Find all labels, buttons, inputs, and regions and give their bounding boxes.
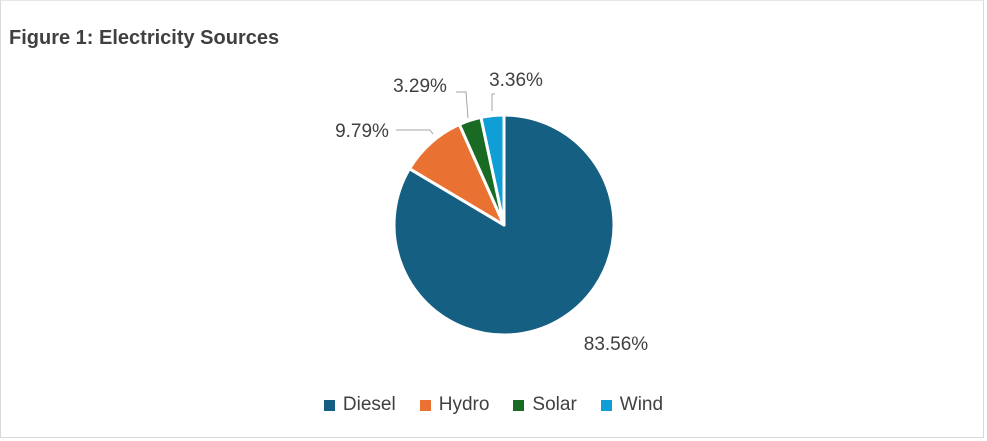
data-label-hydro: 9.79% — [335, 121, 389, 142]
legend-swatch-solar — [513, 399, 525, 411]
legend-label-hydro: Hydro — [438, 394, 490, 415]
legend-swatch-wind — [600, 399, 612, 411]
chart-title: Figure 1: Electricity Sources — [9, 27, 280, 49]
legend-item-diesel: Diesel — [323, 394, 396, 416]
data-label-solar: 3.29% — [393, 76, 447, 97]
pie-slice-wind — [479, 113, 506, 227]
data-label-diesel: 83.56% — [584, 334, 649, 355]
legend-item-solar: Solar — [513, 394, 577, 416]
legend-label-solar: Solar — [532, 394, 577, 415]
legend-swatch-hydro — [419, 399, 431, 411]
leader-line-solar — [456, 91, 469, 119]
data-label-wind: 3.36% — [489, 70, 543, 91]
chart-legend: Diesel Hydro Solar Wind — [0, 394, 987, 416]
leader-line-hydro — [396, 129, 434, 135]
legend-item-hydro: Hydro — [419, 394, 490, 416]
legend-item-wind: Wind — [600, 394, 664, 416]
legend-label-diesel: Diesel — [342, 394, 396, 415]
leader-line-wind — [491, 93, 495, 111]
legend-swatch-diesel — [323, 399, 335, 411]
legend-label-wind: Wind — [619, 394, 664, 415]
